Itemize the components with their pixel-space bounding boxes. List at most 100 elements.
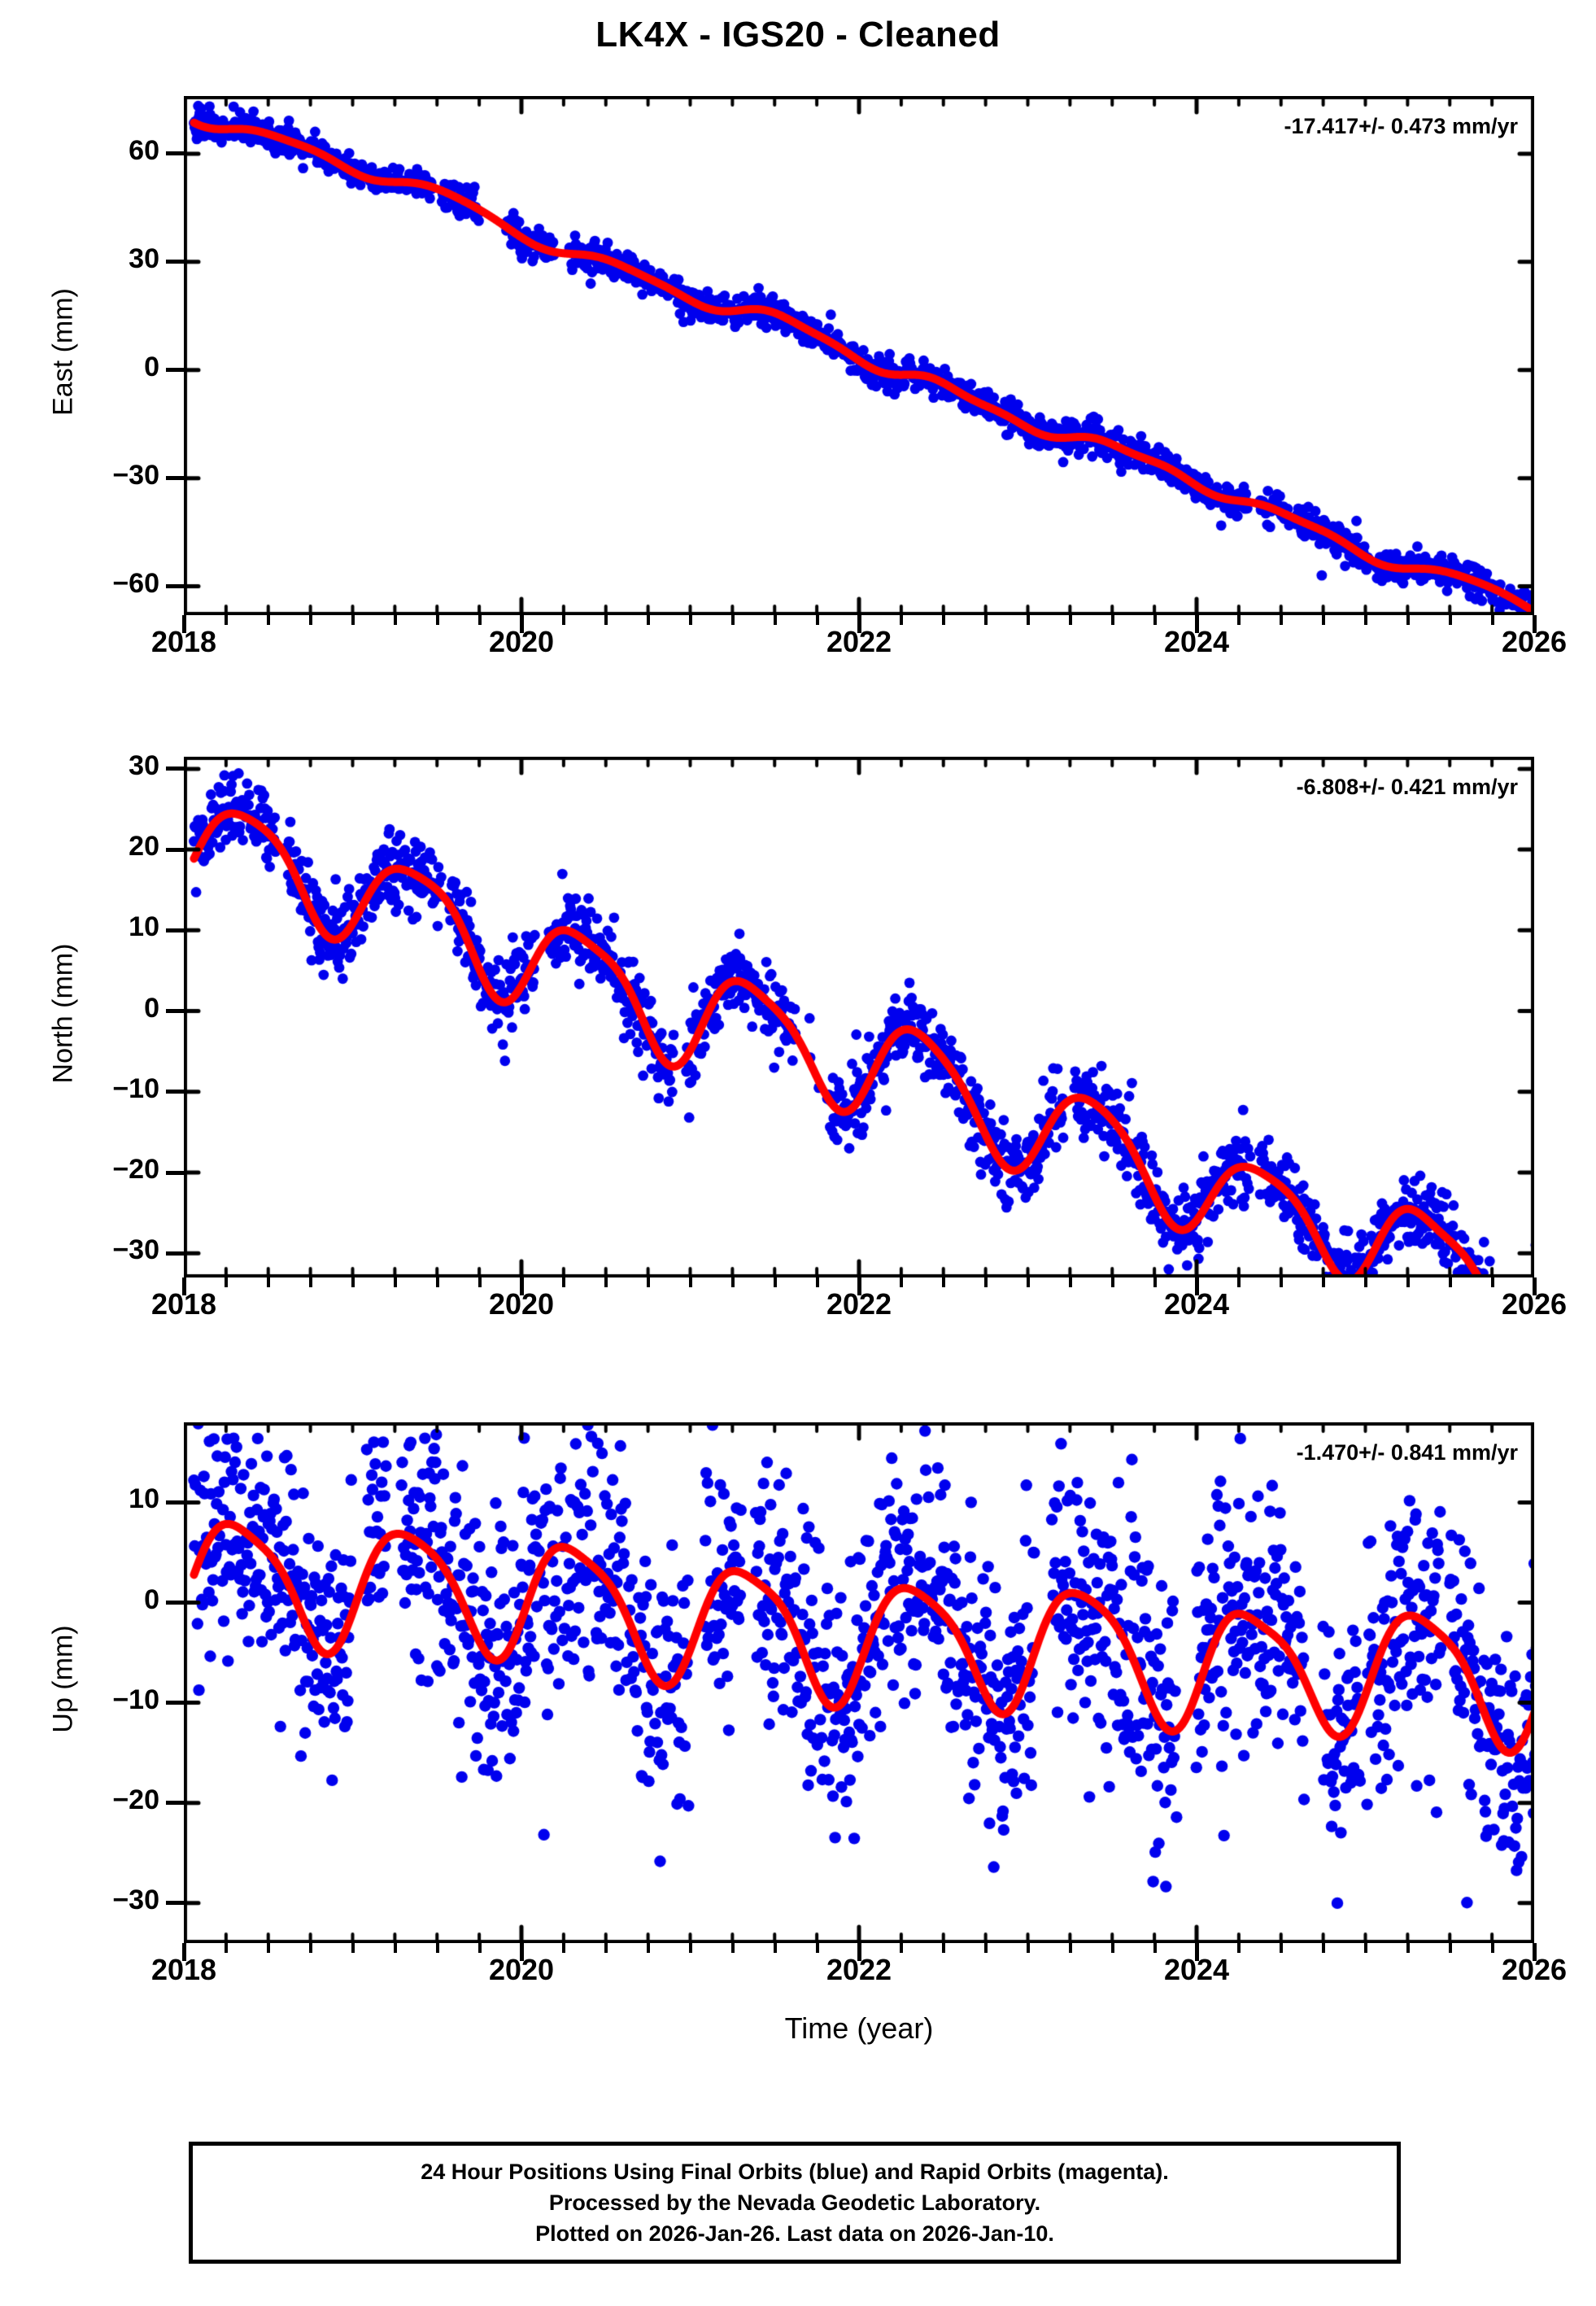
y-tick-label-north-neg20: −20 <box>112 1154 159 1185</box>
x-minor-tick-mark <box>1153 615 1157 625</box>
y-tick-label-north-30: 30 <box>129 749 159 781</box>
y-tick-label-up-neg30: −30 <box>112 1884 159 1915</box>
y-tick-mark <box>166 1601 184 1605</box>
x-minor-tick-mark <box>730 615 735 625</box>
x-minor-tick-mark <box>942 615 946 625</box>
plot-panel-up <box>184 1422 1534 1943</box>
x-tick-label-north-2026: 2026 <box>1501 1287 1568 1321</box>
y-tick-label-up-10: 10 <box>129 1483 159 1515</box>
page-title: LK4X - IGS20 - Cleaned <box>595 15 1001 55</box>
x-minor-tick-mark <box>1406 1277 1410 1287</box>
x-minor-tick-mark <box>1068 1277 1072 1287</box>
x-minor-tick-mark <box>1237 1277 1241 1287</box>
x-minor-tick-mark <box>900 1277 904 1287</box>
y-tick-mark <box>166 1801 184 1806</box>
x-minor-tick-mark <box>562 1277 566 1287</box>
x-minor-tick-mark <box>1490 1943 1494 1953</box>
x-minor-tick-mark <box>1027 615 1030 625</box>
rate-annotation-north: -6.808+/- 0.421 mm/yr <box>1296 775 1518 799</box>
x-minor-tick-mark <box>1153 1943 1157 1953</box>
y-tick-mark <box>166 1090 184 1094</box>
x-minor-tick-mark <box>351 1943 355 1953</box>
y-tick-label-east-30: 30 <box>129 242 159 274</box>
x-minor-tick-mark <box>225 1277 229 1287</box>
x-minor-tick-mark <box>225 615 229 625</box>
rate-annotation-east: -17.417+/- 0.473 mm/yr <box>1284 114 1518 138</box>
x-minor-tick-mark <box>604 1943 608 1953</box>
x-minor-tick-mark <box>393 1277 397 1287</box>
x-tick-mark <box>1533 1277 1537 1295</box>
y-tick-mark <box>166 847 184 852</box>
y-tick-mark <box>166 766 184 771</box>
x-tick-mark <box>1195 1943 1199 1961</box>
y-tick-mark <box>166 1170 184 1175</box>
x-tick-mark <box>1195 1277 1199 1295</box>
x-tick-label-up-2026: 2026 <box>1501 1953 1568 1986</box>
x-minor-tick-mark <box>1406 615 1410 625</box>
y-axis-label-up: Up (mm) <box>47 1625 79 1733</box>
plot-area-east[interactable] <box>184 96 1534 615</box>
x-minor-tick-mark <box>1490 615 1494 625</box>
x-minor-tick-mark <box>1110 1943 1114 1953</box>
x-minor-tick-mark <box>647 615 651 625</box>
x-minor-tick-mark <box>689 1277 692 1287</box>
x-minor-tick-mark <box>1322 1943 1326 1953</box>
x-minor-tick-mark <box>1237 615 1241 625</box>
x-minor-tick-mark <box>1448 1277 1452 1287</box>
x-tick-mark <box>182 1943 186 1961</box>
y-tick-mark <box>166 151 184 156</box>
y-tick-label-north-neg10: −10 <box>112 1072 159 1104</box>
x-minor-tick-mark <box>1280 615 1284 625</box>
x-minor-tick-mark <box>562 615 566 625</box>
x-minor-tick-mark <box>604 615 608 625</box>
x-minor-tick-mark <box>1364 1943 1367 1953</box>
y-tick-label-north-10: 10 <box>129 911 159 943</box>
x-minor-tick-mark <box>1280 1277 1284 1287</box>
y-tick-mark <box>166 928 184 932</box>
x-minor-tick-mark <box>1027 1277 1030 1287</box>
x-minor-tick-mark <box>984 1943 988 1953</box>
x-minor-tick-mark <box>1322 615 1326 625</box>
y-tick-mark <box>166 1901 184 1906</box>
x-tick-mark <box>857 615 861 633</box>
x-minor-tick-mark <box>309 615 313 625</box>
x-minor-tick-mark <box>1406 1943 1410 1953</box>
x-minor-tick-mark <box>562 1943 566 1953</box>
x-minor-tick-mark <box>309 1277 313 1287</box>
plot-panel-east <box>184 96 1534 615</box>
x-minor-tick-mark <box>689 1943 692 1953</box>
y-tick-mark <box>166 260 184 264</box>
x-minor-tick-mark <box>1490 1277 1494 1287</box>
x-tick-mark <box>182 615 186 633</box>
y-tick-mark <box>166 584 184 589</box>
x-minor-tick-mark <box>1110 1277 1114 1287</box>
x-minor-tick-mark <box>435 615 439 625</box>
x-minor-tick-mark <box>435 1943 439 1953</box>
x-minor-tick-mark <box>1280 1943 1284 1953</box>
plot-area-up[interactable] <box>184 1422 1534 1943</box>
x-minor-tick-mark <box>604 1277 608 1287</box>
x-minor-tick-mark <box>647 1277 651 1287</box>
x-minor-tick-mark <box>730 1943 735 1953</box>
x-tick-mark <box>520 1943 524 1961</box>
x-minor-tick-mark <box>730 1277 735 1287</box>
caption-line-3: Plotted on 2026-Jan-26. Last data on 202… <box>535 2221 1054 2247</box>
x-minor-tick-mark <box>351 615 355 625</box>
x-minor-tick-mark <box>900 615 904 625</box>
x-minor-tick-mark <box>1237 1943 1241 1953</box>
x-minor-tick-mark <box>267 1943 271 1953</box>
x-minor-tick-mark <box>1448 615 1452 625</box>
x-minor-tick-mark <box>351 1277 355 1287</box>
x-minor-tick-mark <box>1364 1277 1367 1287</box>
x-minor-tick-mark <box>267 615 271 625</box>
y-tick-label-up-neg10: −10 <box>112 1684 159 1715</box>
y-tick-label-up-0: 0 <box>144 1583 159 1615</box>
y-tick-mark <box>166 1701 184 1705</box>
x-minor-tick-mark <box>815 1277 819 1287</box>
x-minor-tick-mark <box>1068 1943 1072 1953</box>
x-minor-tick-mark <box>773 1277 777 1287</box>
plot-area-north[interactable] <box>184 757 1534 1277</box>
y-tick-label-east-0: 0 <box>144 351 159 382</box>
x-minor-tick-mark <box>309 1943 313 1953</box>
